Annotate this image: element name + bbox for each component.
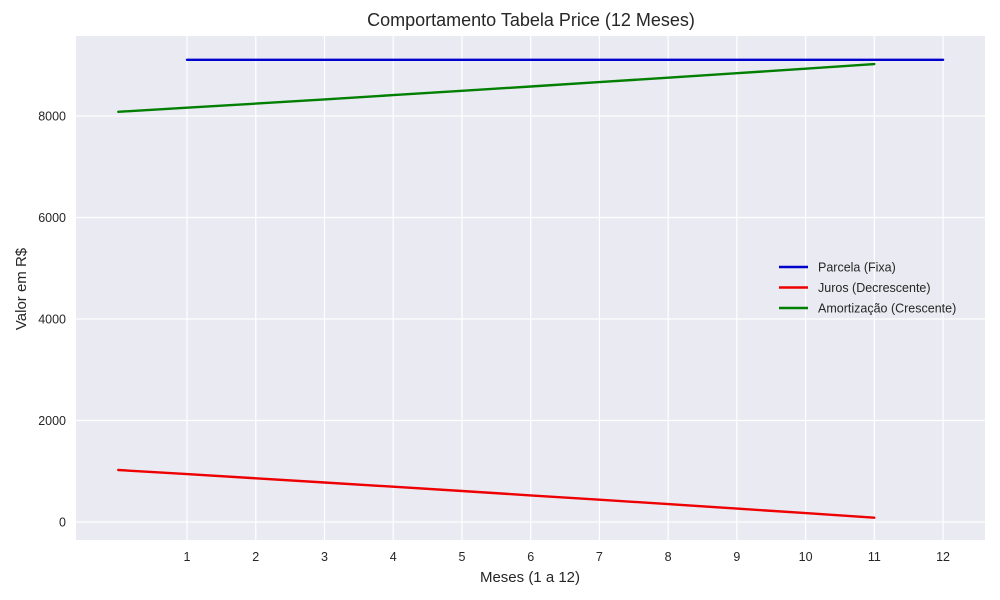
legend-label: Juros (Decrescente) bbox=[818, 281, 931, 295]
series-line-2 bbox=[117, 62, 876, 114]
legend-label: Parcela (Fixa) bbox=[818, 261, 896, 275]
x-tick-label: 1 bbox=[184, 550, 191, 564]
y-axis-label: Valor em R$ bbox=[13, 247, 30, 330]
x-axis-label: Meses (1 a 12) bbox=[480, 569, 580, 586]
series-lines bbox=[117, 58, 945, 519]
series-line-1 bbox=[117, 468, 876, 519]
x-tick-label: 10 bbox=[799, 550, 813, 564]
legend-label: Amortização (Crescente) bbox=[818, 302, 956, 316]
y-tick-label: 4000 bbox=[38, 313, 66, 327]
x-tick-label: 5 bbox=[458, 550, 465, 564]
x-axis-ticks: 1 2 3 4 5 6 7 8 9 10 11 12 bbox=[184, 550, 951, 564]
y-tick-label: 2000 bbox=[38, 414, 66, 428]
x-tick-label: 7 bbox=[596, 550, 603, 564]
x-tick-label: 12 bbox=[936, 550, 950, 564]
grid-lines bbox=[76, 36, 985, 540]
y-axis-ticks: 0 2000 4000 6000 8000 bbox=[38, 110, 66, 530]
x-tick-label: 2 bbox=[252, 550, 259, 564]
y-tick-label: 6000 bbox=[38, 211, 66, 225]
legend: Parcela (Fixa) Juros (Decrescente) Amortiz… bbox=[779, 261, 956, 316]
x-tick-label: 6 bbox=[527, 550, 534, 564]
x-tick-label: 9 bbox=[733, 550, 740, 564]
x-tick-label: 4 bbox=[390, 550, 397, 564]
x-tick-label: 8 bbox=[665, 550, 672, 564]
x-tick-label: 3 bbox=[321, 550, 328, 564]
x-tick-label: 11 bbox=[868, 550, 881, 564]
y-tick-label: 8000 bbox=[38, 110, 66, 124]
chart-title: Comportamento Tabela Price (12 Meses) bbox=[367, 10, 695, 30]
y-tick-label: 0 bbox=[59, 516, 66, 530]
